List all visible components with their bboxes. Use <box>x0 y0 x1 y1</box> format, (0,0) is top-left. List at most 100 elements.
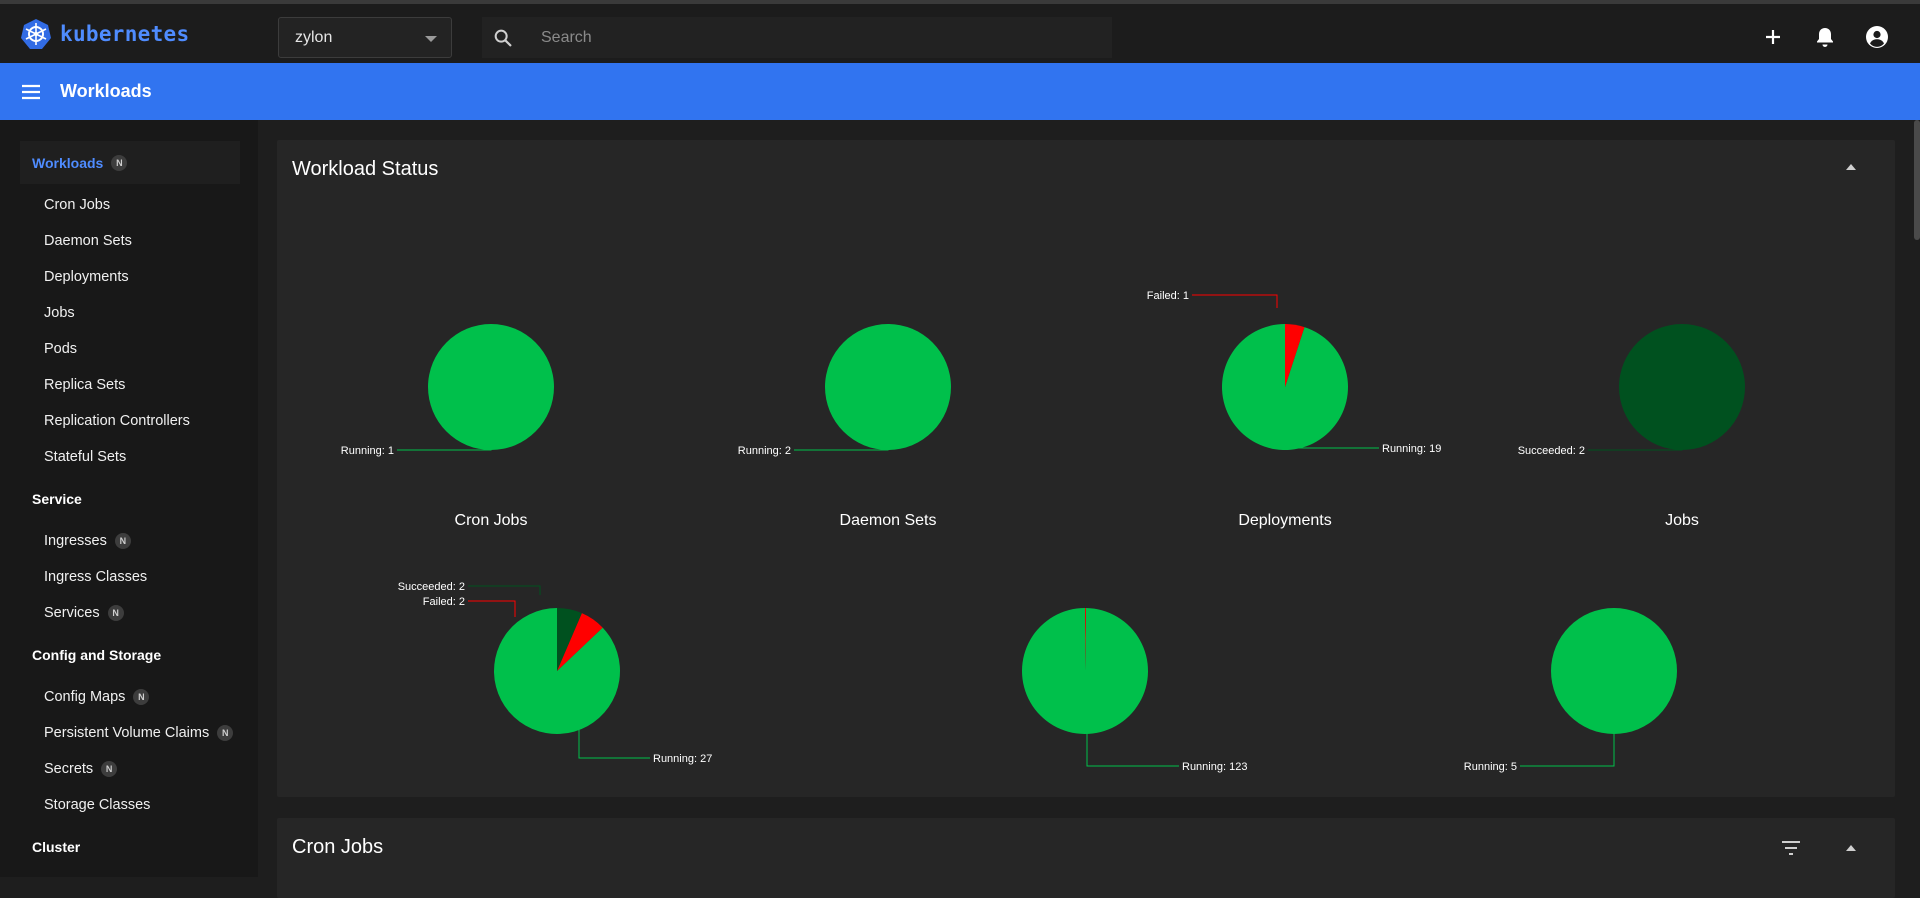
chevron-up-icon[interactable] <box>1846 845 1856 851</box>
sidebar-item-label: Deployments <box>44 269 129 285</box>
pie-slice-running[interactable] <box>1551 608 1677 734</box>
create-button[interactable] <box>1760 24 1786 50</box>
sidebar-group-cluster[interactable]: Cluster <box>20 825 240 868</box>
sidebar-item-cron-jobs[interactable]: Cron Jobs <box>44 193 110 217</box>
pie-chart-title: Cron Jobs <box>455 512 528 529</box>
pie-slice-label: Running: 2 <box>738 445 791 457</box>
pie-leader-line <box>1192 294 1278 308</box>
workload-status-charts: Running: 1 Cron Jobs Running: 2 Daemon Sets… <box>341 290 1745 773</box>
card-title: Cron Jobs <box>292 836 384 858</box>
pie-slice-label: Failed: 1 <box>1147 290 1189 302</box>
pie-slice-running[interactable] <box>1022 608 1149 734</box>
sidebar-group-label: Cluster <box>32 838 81 855</box>
pie-leader-line <box>1520 716 1615 767</box>
top-toolbar: kubernetes zylon <box>0 0 1920 63</box>
sidebar-item-stateful-sets[interactable]: Stateful Sets <box>44 445 126 469</box>
sidebar-item-daemon-sets[interactable]: Daemon Sets <box>44 229 132 253</box>
search-input[interactable] <box>541 17 1101 58</box>
namespace-select[interactable]: zylon <box>278 17 452 58</box>
pie-slice-running[interactable] <box>428 324 554 450</box>
pie-slice-label: Running: 1 <box>341 445 394 457</box>
user-account-button[interactable] <box>1864 24 1890 50</box>
page-scrollbar[interactable] <box>1914 120 1920 240</box>
sidebar-item-jobs[interactable]: Jobs <box>44 301 75 325</box>
page-header: Workloads <box>0 63 1920 120</box>
sidebar-item-services[interactable]: Services N <box>44 601 124 625</box>
pie-slice-succeeded[interactable] <box>557 608 582 671</box>
pie-chart: Running: 19 Failed: 1 Deployments <box>1147 290 1442 529</box>
pie-slice-running[interactable] <box>494 608 620 735</box>
pie-chart: Running: 1 Cron Jobs <box>341 324 554 529</box>
sidebar-item-label: Persistent Volume Claims <box>44 725 210 741</box>
sidebar-item-replication-controllers[interactable]: Replication Controllers <box>44 409 190 433</box>
search-box <box>482 17 1112 58</box>
pie-leader-line <box>1588 432 1683 451</box>
sidebar-item-replica-sets[interactable]: Replica Sets <box>44 373 125 397</box>
filter-icon[interactable] <box>1781 840 1801 856</box>
sidebar-item-ingresses[interactable]: Ingresses N <box>44 529 131 553</box>
pie-slice-succeeded[interactable] <box>1619 324 1745 450</box>
sidebar-group-service[interactable]: Service <box>20 477 240 520</box>
notifications-button[interactable] <box>1812 24 1838 50</box>
plus-icon <box>1766 30 1780 44</box>
new-badge: N <box>107 605 124 621</box>
pie-slice-failed[interactable] <box>1285 324 1305 387</box>
pie-chart: Succeeded: 2 Jobs <box>1518 324 1745 529</box>
pie-slice-label: Succeeded: 2 <box>1518 445 1585 457</box>
pie-chart-title: Daemon Sets <box>840 512 937 529</box>
page-title: Workloads <box>60 81 152 101</box>
bell-icon <box>1817 28 1833 47</box>
sidebar-item-ingress-classes[interactable]: Ingress Classes <box>44 565 147 589</box>
search-icon <box>494 29 512 47</box>
new-badge: N <box>101 761 118 777</box>
workload-status-card: Workload Status Running: 1 Cron Jobs Runni… <box>277 140 1895 797</box>
pie-slice-failed[interactable] <box>557 613 603 671</box>
pie-slice-label: Running: 123 <box>1182 761 1247 773</box>
sidebar-group-config-and-storage[interactable]: Config and Storage <box>20 633 240 676</box>
pie-chart: Running: 5Stateful Sets <box>1464 608 1677 773</box>
sidebar-item-deployments[interactable]: Deployments <box>44 265 129 289</box>
sidebar-group-label: Config and Storage <box>32 646 162 663</box>
pie-slice-running[interactable] <box>1222 324 1348 450</box>
new-badge: N <box>217 725 234 741</box>
sidebar-item-label: Ingress Classes <box>44 569 148 585</box>
pie-chart: Running: 123Replica Sets <box>1022 608 1247 773</box>
sidebar-item-label: Services <box>44 605 100 621</box>
chevron-down-icon <box>425 36 437 42</box>
hamburger-menu-icon[interactable] <box>20 81 42 103</box>
pie-leader-line <box>1086 716 1179 767</box>
sidebar-item-label: Replica Sets <box>44 377 126 393</box>
pie-slice-running[interactable] <box>825 324 951 450</box>
pie-slice-label: Running: 19 <box>1382 443 1441 455</box>
pie-leader-line <box>794 432 889 451</box>
pie-chart: Running: 2 Daemon Sets <box>738 324 951 529</box>
helm-wheel-icon <box>21 19 51 49</box>
sidebar-item-persistent-volume-claims[interactable]: Persistent Volume Claims N <box>44 721 234 745</box>
pie-leader-line <box>468 600 516 617</box>
pie-slice-label: Succeeded: 2 <box>398 581 465 593</box>
sidebar: Workloads N Cron Jobs Daemon Sets Deploy… <box>0 120 258 877</box>
sidebar-item-secrets[interactable]: Secrets N <box>44 757 118 781</box>
logo-text: kubernetes <box>60 22 190 46</box>
sidebar-item-label: Config Maps <box>44 689 126 705</box>
pie-slice-label: Failed: 2 <box>423 596 465 608</box>
new-badge: N <box>111 154 128 171</box>
sidebar-item-storage-classes[interactable]: Storage Classes <box>44 793 150 817</box>
chevron-up-icon[interactable] <box>1846 164 1856 170</box>
pie-chart-title: Jobs <box>1665 512 1699 529</box>
new-badge: N <box>114 533 131 549</box>
pie-leader-line <box>468 585 541 595</box>
sidebar-item-pods[interactable]: Pods <box>44 337 77 361</box>
new-badge: N <box>133 689 150 705</box>
pie-slice-label: Running: 27 <box>653 753 712 765</box>
sidebar-item-label: Jobs <box>44 305 75 321</box>
sidebar-item-label: Cron Jobs <box>44 197 111 213</box>
pie-slice-label: Running: 5 <box>1464 761 1517 773</box>
sidebar-item-config-maps[interactable]: Config Maps N <box>44 685 150 709</box>
pie-leader-line <box>578 712 650 759</box>
pie-chart-title: Deployments <box>1238 512 1331 529</box>
sidebar-group-workloads[interactable]: Workloads N <box>20 141 240 184</box>
kubernetes-logo[interactable]: kubernetes <box>20 18 189 50</box>
pie-leader-line <box>1294 430 1379 449</box>
